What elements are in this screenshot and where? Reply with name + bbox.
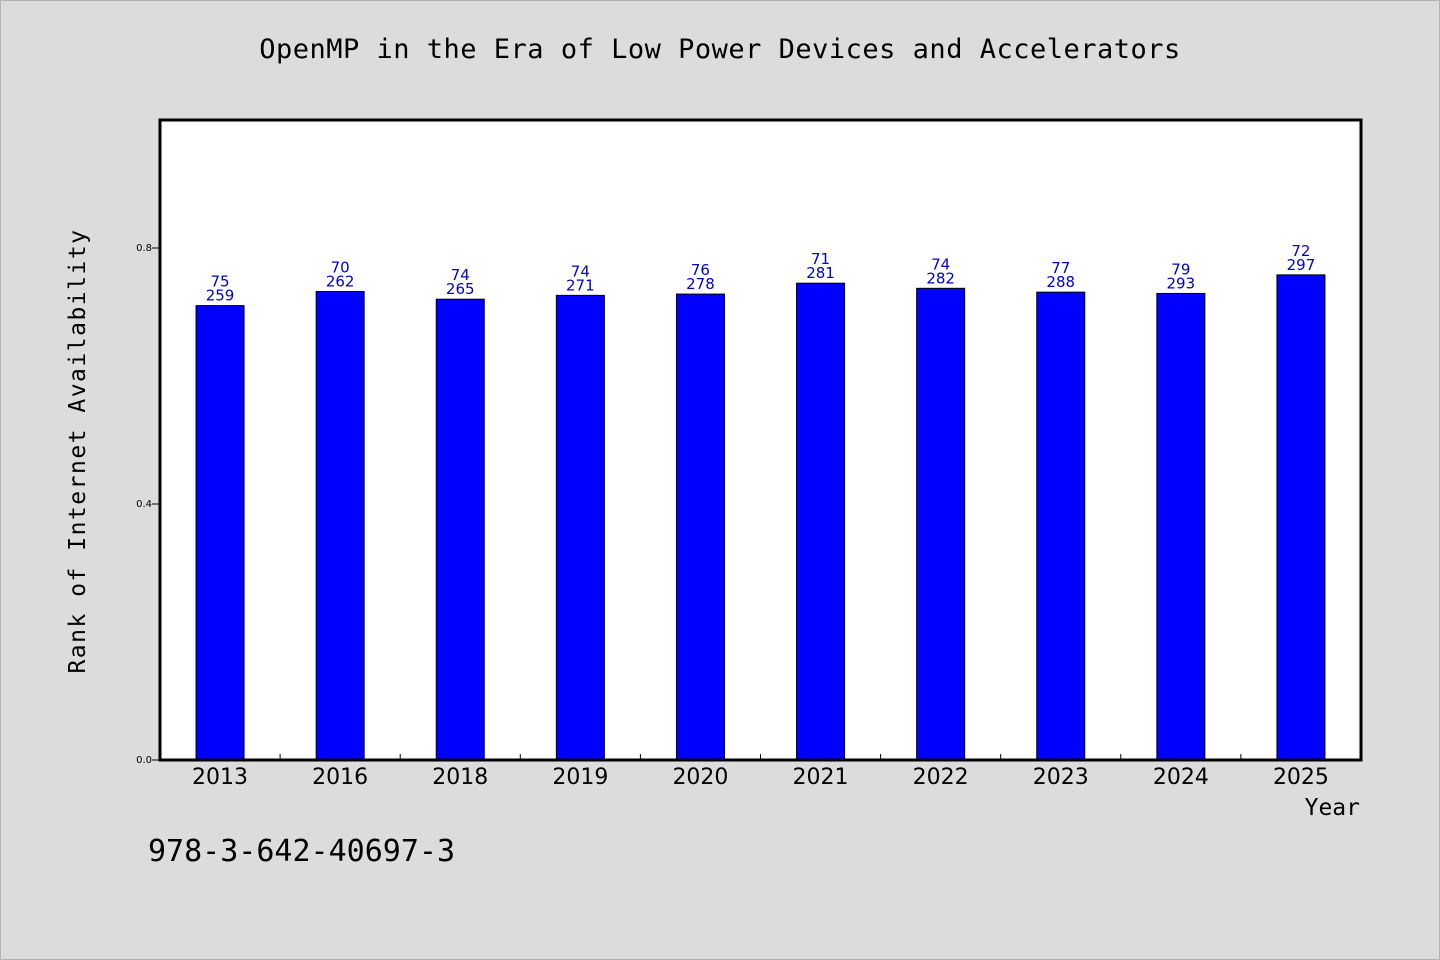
bar	[916, 287, 966, 761]
x-tick-label: 2016	[312, 765, 368, 790]
x-axis-title: Year	[1304, 795, 1360, 821]
x-tick-label: 2018	[432, 765, 488, 790]
x-tick-label: 2020	[672, 765, 728, 790]
plot-frame	[158, 118, 1363, 762]
x-tick-label: 2013	[192, 765, 248, 790]
x-tick-label: 2021	[793, 765, 849, 790]
bar	[796, 282, 846, 761]
bar-label-top: 74	[451, 266, 470, 284]
x-tick-label: 2024	[1153, 765, 1209, 790]
chart-title: OpenMP in the Era of Low Power Devices a…	[259, 34, 1181, 65]
y-tick-label: 0.0	[136, 755, 152, 766]
x-tick-label: 2022	[913, 765, 969, 790]
x-tick-label: 2023	[1033, 765, 1089, 790]
bar-label-top: 77	[1051, 259, 1070, 277]
bar-label-bottom: 288	[1046, 273, 1075, 291]
bar-label-bottom: 262	[326, 273, 355, 291]
bar-label-top: 75	[211, 273, 230, 291]
bar	[315, 291, 365, 761]
x-tick-label: 2025	[1273, 765, 1329, 790]
bar-label-top: 72	[1291, 242, 1310, 260]
isbn-footnote: 978-3-642-40697-3	[148, 834, 456, 869]
bar-label-bottom: 259	[206, 287, 235, 305]
bar-label-top: 76	[691, 261, 710, 279]
x-tick-label: 2019	[552, 765, 608, 790]
bar-label-top: 74	[571, 262, 590, 280]
bar-label-top: 74	[931, 255, 950, 273]
bar	[195, 305, 245, 761]
bar-label-top: 71	[811, 250, 830, 268]
bar	[1276, 274, 1326, 761]
bar-label-bottom: 278	[686, 275, 715, 293]
bar	[1156, 292, 1206, 761]
y-tick-label: 0.8	[136, 243, 152, 254]
y-tick-label: 0.4	[136, 499, 152, 510]
bar	[555, 294, 605, 761]
bar-label-top: 70	[331, 259, 350, 277]
bar-label-bottom: 297	[1287, 256, 1316, 274]
bar	[1036, 291, 1086, 761]
bar	[675, 293, 725, 761]
bar-label-bottom: 281	[806, 264, 835, 282]
bar-label-top: 79	[1171, 260, 1190, 278]
bar-label-bottom: 293	[1167, 274, 1196, 292]
y-axis-title: Rank of Internet Availability	[65, 228, 91, 674]
bar-label-bottom: 282	[926, 269, 955, 287]
bar	[435, 298, 485, 761]
bar-label-bottom: 271	[566, 276, 595, 294]
bar-label-bottom: 265	[446, 280, 475, 298]
